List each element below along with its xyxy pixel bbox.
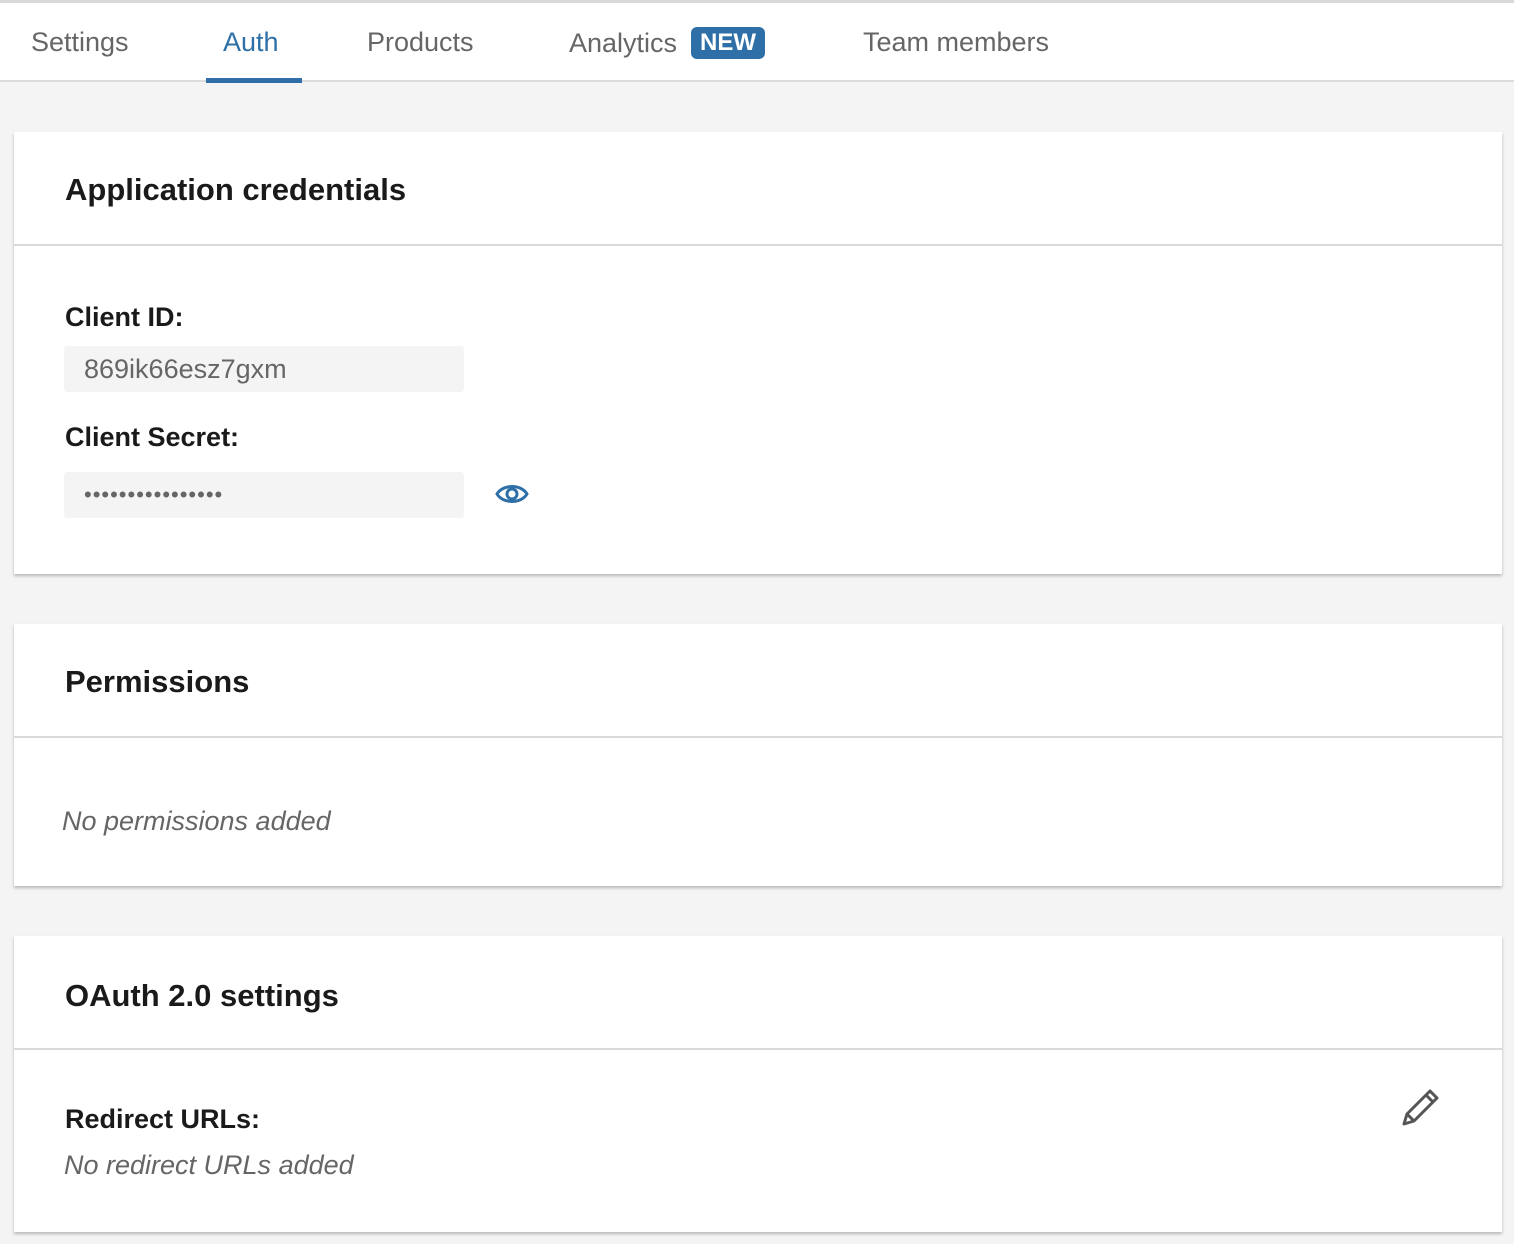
pencil-icon[interactable]: [1398, 1086, 1442, 1135]
client-id-label: Client ID:: [65, 302, 184, 332]
tab-auth[interactable]: Auth: [223, 27, 279, 57]
tab-products[interactable]: Products: [367, 27, 474, 57]
card-header: [14, 132, 1502, 246]
active-tab-indicator: [206, 78, 302, 83]
tab-settings[interactable]: Settings: [31, 27, 129, 57]
client-secret-label: Client Secret:: [65, 422, 240, 452]
client-secret-field[interactable]: ••••••••••••••••: [64, 472, 464, 518]
card-title: OAuth 2.0 settings: [65, 978, 339, 1013]
card-title: Application credentials: [65, 172, 407, 207]
tab-analytics-label: Analytics: [569, 28, 678, 58]
card-title: Permissions: [65, 664, 250, 699]
oauth-settings-card: OAuth 2.0 settings Redirect URLs: No red…: [14, 936, 1502, 1232]
tab-analytics[interactable]: Analytics NEW: [569, 27, 766, 59]
redirect-urls-label: Redirect URLs:: [65, 1104, 261, 1134]
tab-bar: Settings Auth Products Analytics NEW Team…: [0, 0, 1514, 82]
card-header: [14, 624, 1502, 738]
eye-icon[interactable]: [495, 481, 529, 512]
card-header: [14, 936, 1502, 1050]
tab-team-members[interactable]: Team members: [863, 27, 1050, 57]
client-id-field[interactable]: 869ik66esz7gxm: [64, 346, 464, 392]
no-permissions-text: No permissions added: [62, 806, 331, 836]
no-redirect-urls-text: No redirect URLs added: [64, 1150, 354, 1180]
new-badge: NEW: [691, 27, 766, 59]
application-credentials-card: Application credentials Client ID: 869ik…: [14, 132, 1502, 574]
permissions-card: Permissions No permissions added: [14, 624, 1502, 886]
